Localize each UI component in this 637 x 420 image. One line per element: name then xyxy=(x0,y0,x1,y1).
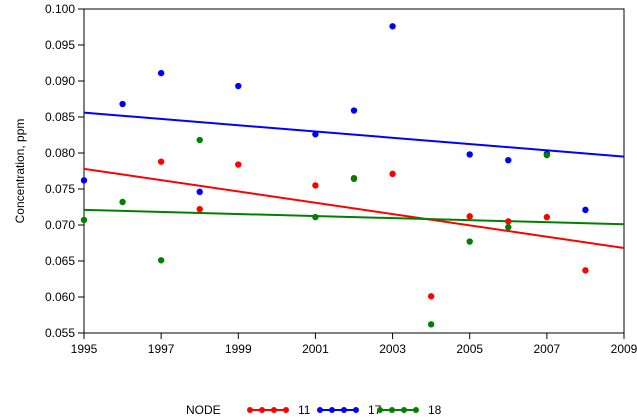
data-point-node-18 xyxy=(350,175,358,183)
x-tick-label: 1999 xyxy=(225,342,252,356)
data-point-node-11 xyxy=(235,161,242,168)
data-point-node-17 xyxy=(119,100,126,108)
data-point-node-17 xyxy=(235,82,242,90)
legend-swatch-dot xyxy=(259,407,265,413)
x-tick-label: 2003 xyxy=(379,342,406,356)
y-tick-label: 0.070 xyxy=(45,218,75,232)
data-point-node-11 xyxy=(312,182,319,189)
legend-swatch-dot xyxy=(413,407,419,413)
data-point-node-11 xyxy=(505,218,512,225)
data-point-node-11 xyxy=(389,170,396,178)
data-point-node-18 xyxy=(196,136,203,144)
data-point-node-17 xyxy=(466,151,473,158)
data-points xyxy=(80,23,589,328)
legend-swatch-dot xyxy=(283,407,289,413)
y-tick-label: 0.080 xyxy=(45,146,75,160)
x-tick-label: 2007 xyxy=(534,342,561,356)
y-tick-label: 0.065 xyxy=(45,254,75,268)
legend-swatch-dot xyxy=(401,407,407,413)
y-axis-label: Concentration, ppm xyxy=(13,119,27,224)
data-point-node-17 xyxy=(157,69,165,77)
data-point-node-18 xyxy=(466,238,473,245)
trend-line-node-18 xyxy=(83,208,625,226)
data-point-node-18 xyxy=(157,257,165,264)
data-point-node-17 xyxy=(312,131,319,138)
plot-frame xyxy=(83,8,625,334)
data-point-node-17 xyxy=(389,23,396,30)
legend-swatch-dot xyxy=(247,407,253,413)
data-point-node-11 xyxy=(196,205,203,213)
data-point-node-18 xyxy=(119,198,126,206)
data-point-node-11 xyxy=(582,267,589,274)
data-point-node-11 xyxy=(466,213,473,220)
data-point-node-11 xyxy=(157,158,165,165)
data-point-node-17 xyxy=(350,107,358,114)
x-tick-label: 2005 xyxy=(456,342,483,356)
data-point-node-18 xyxy=(543,151,551,159)
legend-swatch-dot xyxy=(341,407,347,413)
legend-swatch-dot xyxy=(271,407,277,413)
data-point-node-11 xyxy=(427,293,435,300)
data-point-node-11 xyxy=(543,213,551,221)
legend-swatch-dot xyxy=(377,407,383,413)
trend-line-node-11 xyxy=(83,167,625,250)
data-point-node-18 xyxy=(505,223,512,231)
data-point-node-18 xyxy=(80,216,88,224)
y-tick-label: 0.100 xyxy=(45,2,75,16)
data-point-node-17 xyxy=(80,177,88,184)
y-tick-label: 0.095 xyxy=(45,38,75,52)
y-tick-label: 0.060 xyxy=(45,290,75,304)
legend-swatch-dot xyxy=(353,407,359,413)
legend-label-node-17: 17 xyxy=(368,403,382,417)
data-point-node-18 xyxy=(427,321,435,328)
y-tick-label: 0.075 xyxy=(45,182,75,196)
legend-swatch-dot xyxy=(389,407,395,413)
trend-line-node-17 xyxy=(83,111,625,158)
data-point-node-18 xyxy=(312,213,319,221)
x-tick-label: 2001 xyxy=(302,342,329,356)
x-tick-label: 2009 xyxy=(611,342,637,356)
legend-swatch-dot xyxy=(317,407,323,413)
data-point-node-17 xyxy=(196,188,203,196)
legend-swatch-dot xyxy=(329,407,335,413)
legend-label-node-18: 18 xyxy=(428,403,442,417)
x-tick-label: 1997 xyxy=(148,342,175,356)
data-point-node-17 xyxy=(505,157,512,164)
trend-lines xyxy=(83,111,625,250)
y-tick-label: 0.055 xyxy=(45,326,75,340)
y-tick-label: 0.090 xyxy=(45,74,75,88)
legend-title: NODE xyxy=(186,403,221,417)
legend: NODE 11 17 18 xyxy=(186,403,442,417)
y-tick-label: 0.085 xyxy=(45,110,75,124)
y-axis: 0.055 0.060 0.065 0.070 0.075 0.080 0.085 0.090… xyxy=(45,2,84,340)
x-axis: 1995 1997 1999 2001 2003 2005 2007 2009 xyxy=(71,333,637,356)
data-point-node-17 xyxy=(582,206,589,214)
legend-label-node-11: 11 xyxy=(298,403,311,417)
x-tick-label: 1995 xyxy=(71,342,98,356)
